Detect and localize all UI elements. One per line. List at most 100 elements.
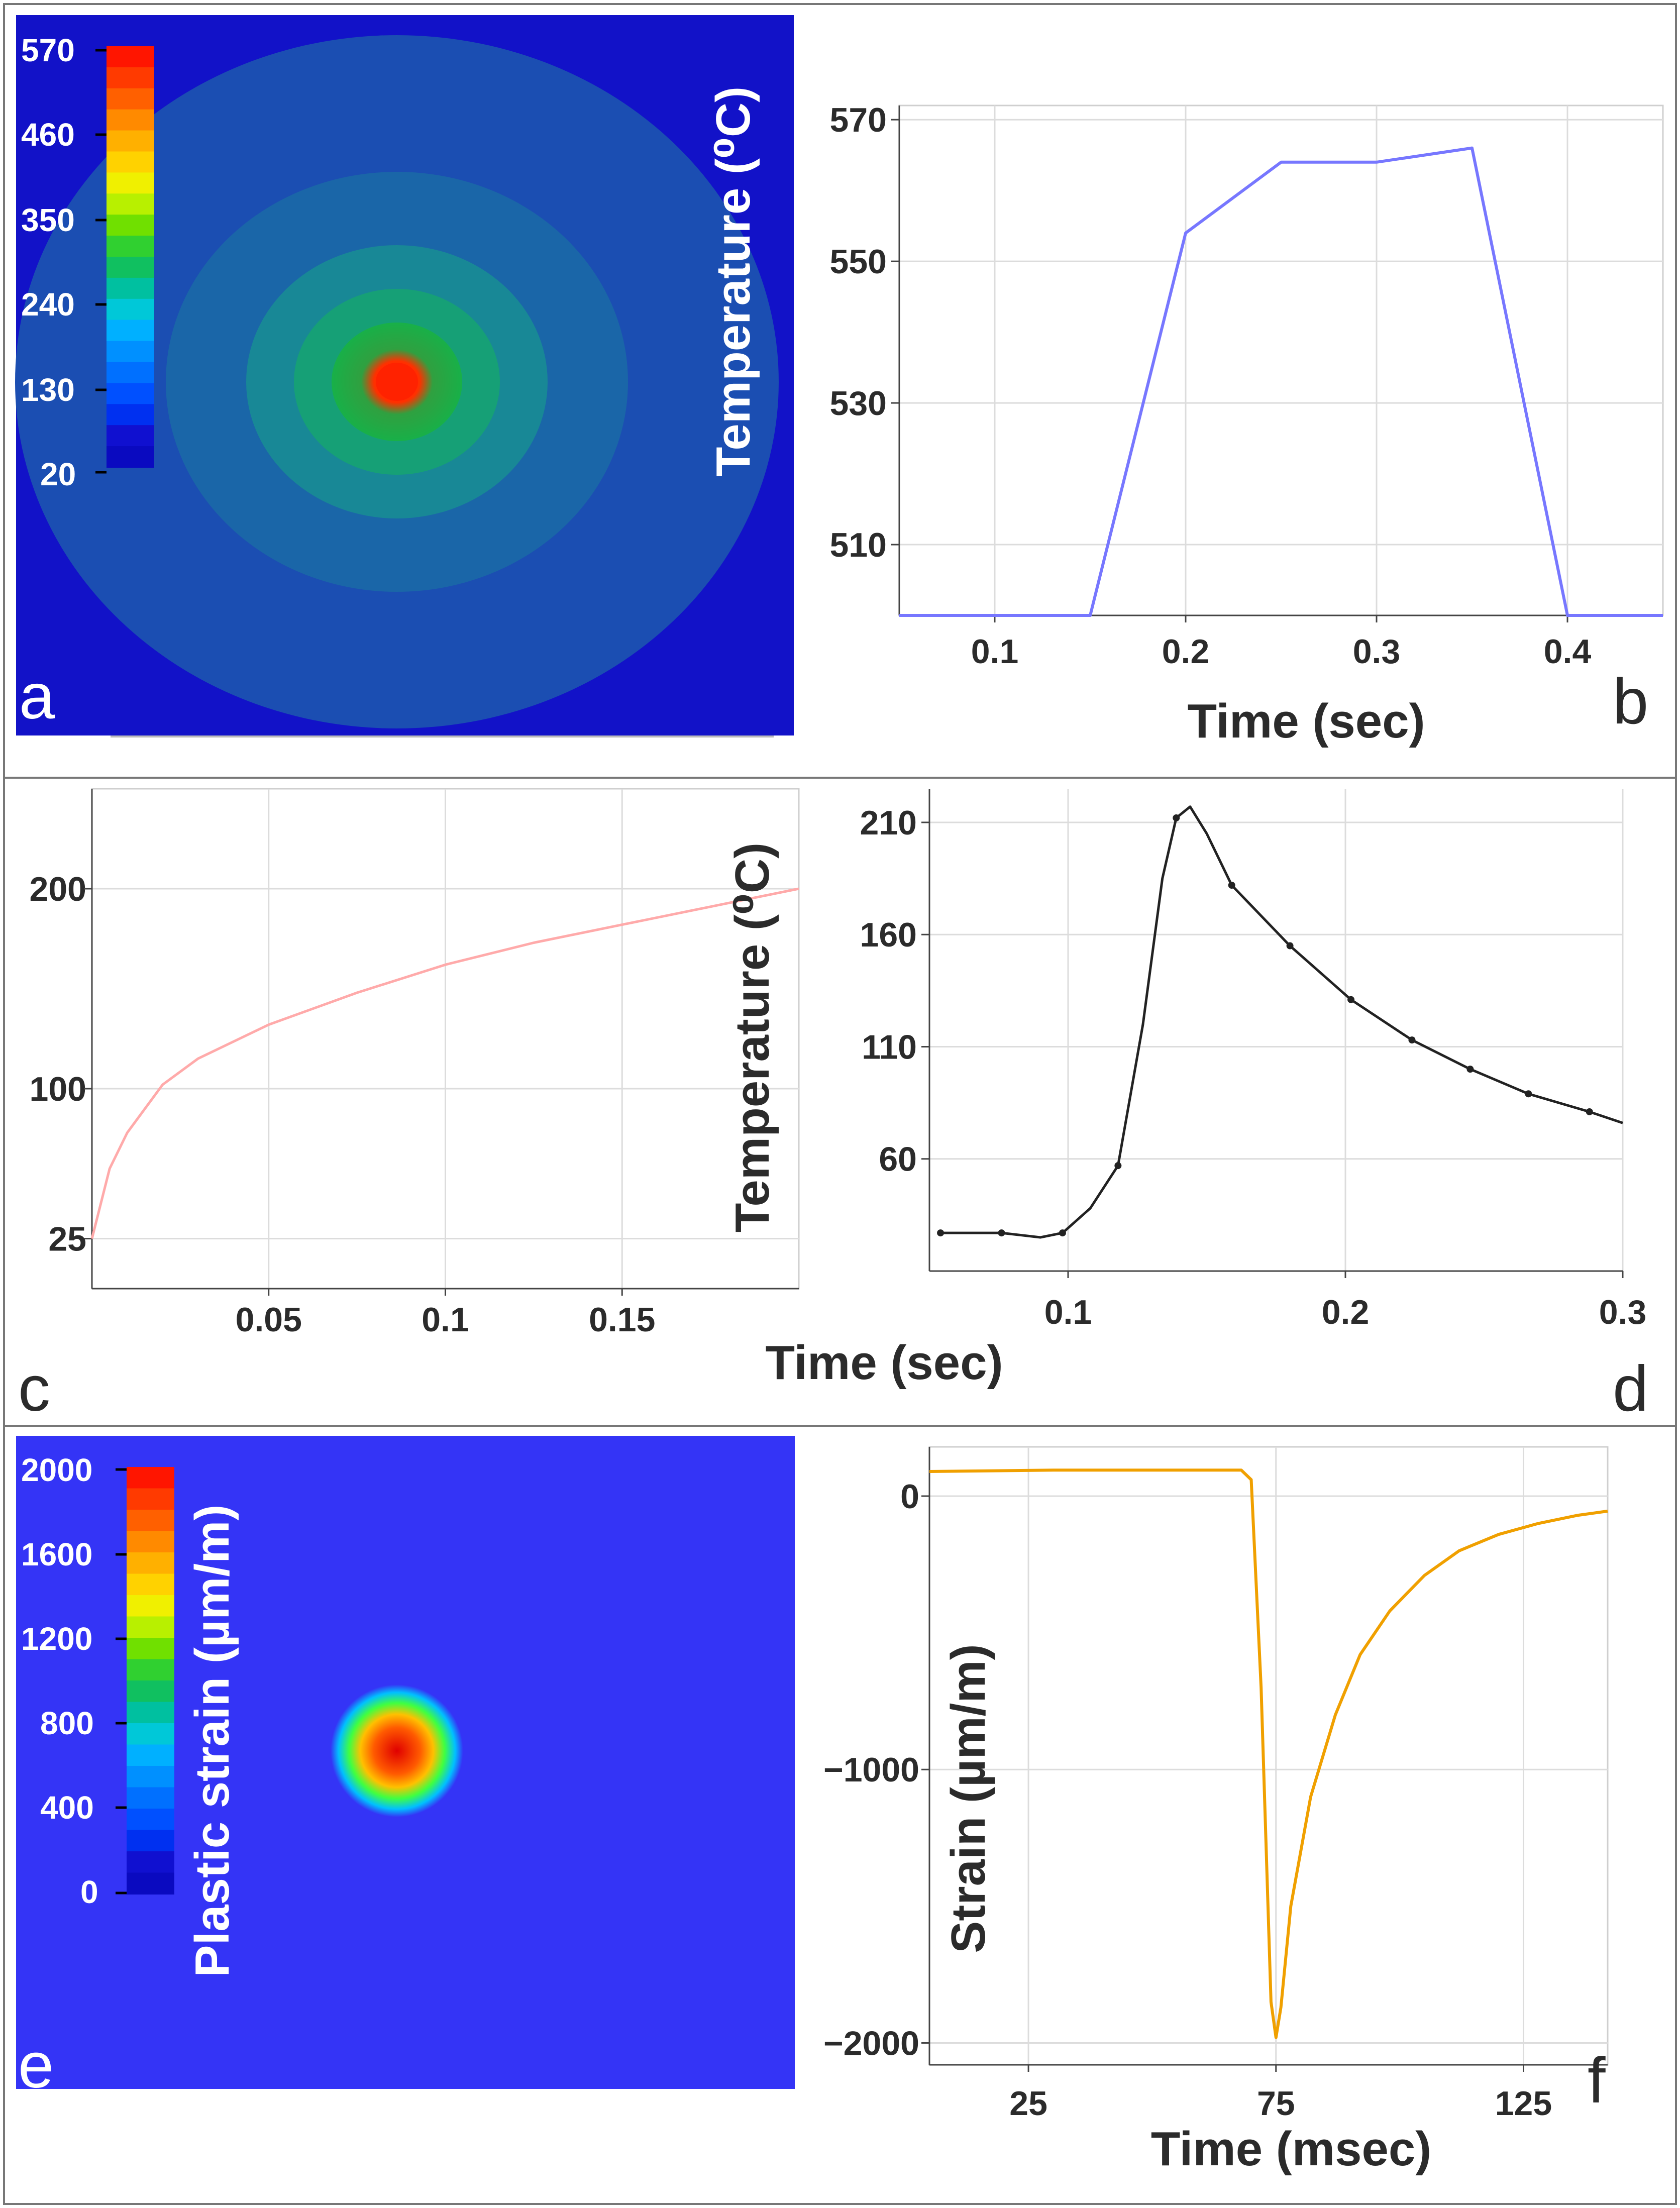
chart-b: 0.1 0.2 0.3 0.4 570 550 530 510 — [830, 101, 1664, 671]
y-tick-label: 530 — [830, 384, 887, 423]
colorbar-e-tick: 1200 — [21, 1621, 92, 1657]
panel-label-c: c — [18, 1353, 50, 1425]
data-point — [998, 1229, 1005, 1237]
colorbar-swatch — [107, 277, 154, 299]
colorbar-swatch — [107, 67, 154, 89]
plot-area — [929, 789, 1623, 1271]
x-tick-label: 0.1 — [422, 1301, 469, 1339]
colorbar-swatch — [107, 320, 154, 342]
colorbar-e-tick: 1600 — [21, 1536, 92, 1572]
plastic-strain-spot — [331, 1685, 463, 1817]
colorbar-swatch — [107, 257, 154, 278]
hot-spot-center — [376, 363, 418, 401]
colorbar-swatch — [127, 1851, 174, 1873]
colorbar-swatch — [127, 1659, 174, 1681]
x-tick-label: 0.1 — [1044, 1293, 1092, 1331]
colorbar-swatch — [127, 1531, 174, 1553]
x-tick-label: 0.4 — [1544, 633, 1592, 671]
colorbar-swatch — [107, 425, 154, 447]
data-point — [937, 1229, 944, 1237]
colorbar-a-tick: 240 — [21, 286, 75, 323]
y-tick-label: 110 — [862, 1028, 917, 1066]
y-tick-label: 510 — [830, 526, 887, 564]
chart-d-xlabel: Time (sec) — [765, 1336, 1003, 1390]
colorbar-swatch — [127, 1573, 174, 1596]
colorbar-swatch — [107, 341, 154, 363]
colorbar-swatch — [127, 1809, 174, 1831]
colorbar-swatch — [107, 362, 154, 384]
series-line-strain — [929, 1468, 1608, 2039]
colorbar-swatch — [127, 1638, 174, 1660]
data-point — [1286, 942, 1294, 950]
y-tick-label: 60 — [879, 1140, 917, 1179]
y-tick-label: 160 — [860, 916, 917, 954]
colorbar-swatch — [127, 1510, 174, 1532]
colorbar-e-tick: 0 — [80, 1874, 98, 1910]
colorbar-a-tick: 570 — [21, 32, 75, 68]
colorbar-swatch — [107, 109, 154, 131]
colorbar-swatch — [107, 404, 154, 426]
data-point — [1173, 814, 1180, 822]
colorbar-swatch — [107, 88, 154, 110]
colorbar-swatch — [127, 1488, 174, 1510]
data-point — [1525, 1090, 1532, 1098]
chart-b-xlabel: Time (sec) — [1187, 694, 1425, 748]
x-tick-label: 75 — [1257, 2084, 1295, 2123]
colorbar-swatch — [107, 193, 154, 216]
x-tick-label: 0.05 — [236, 1301, 302, 1339]
colorbar-swatch — [127, 1872, 174, 1895]
plot-area — [898, 104, 1664, 616]
x-tick-label: 125 — [1495, 2084, 1552, 2123]
x-tick-label: 0.3 — [1599, 1293, 1647, 1331]
colorbar-swatch — [107, 130, 154, 152]
y-tick-label: 200 — [30, 870, 86, 908]
y-tick-label: 25 — [48, 1220, 86, 1258]
colorbar-a-tick: 130 — [21, 372, 75, 408]
x-tick-label: 0.3 — [1353, 633, 1401, 671]
plot-area — [928, 1446, 1609, 2066]
colorbar-e-tick: 800 — [40, 1705, 94, 1741]
series-line-temperature — [90, 887, 799, 1239]
colorbar-swatch — [107, 151, 154, 173]
colorbar-swatch — [127, 1595, 174, 1617]
colorbar-swatch — [127, 1702, 174, 1724]
colorbar-a-tick: 460 — [21, 117, 75, 153]
strain-colorbar — [116, 1467, 174, 1895]
colorbar-swatch — [127, 1787, 174, 1809]
colorbar-swatch — [127, 1467, 174, 1489]
panel-e: 2000 1600 1200 800 400 0 Plastic strain … — [16, 1436, 795, 2101]
series-line-temperature — [899, 146, 1663, 617]
data-point — [1408, 1036, 1416, 1044]
panel-label-d: d — [1613, 1353, 1648, 1425]
colorbar-swatch — [127, 1552, 174, 1574]
colorbar-swatch — [107, 446, 154, 468]
x-tick-label: 0.2 — [1322, 1293, 1370, 1331]
x-tick-label: 0.1 — [971, 633, 1019, 671]
colorbar-e-tick: 400 — [40, 1790, 94, 1826]
chart-d: 0.1 0.2 0.3 210 160 110 60 — [860, 789, 1647, 1331]
y-tick-label: 570 — [830, 101, 887, 139]
data-point — [1347, 996, 1355, 1003]
colorbar-swatch — [127, 1766, 174, 1788]
colorbar-e-tick: 2000 — [21, 1452, 92, 1488]
y-tick-label: 0 — [900, 1478, 919, 1516]
colorbar-swatch — [107, 383, 154, 405]
data-point — [1059, 1229, 1066, 1237]
data-point — [1586, 1108, 1593, 1115]
colorbar-swatch — [107, 46, 154, 68]
colorbar-swatch — [107, 298, 154, 321]
colorbar-a-tick: 350 — [21, 202, 75, 238]
colorbar-swatch — [127, 1830, 174, 1852]
data-point — [1114, 1162, 1122, 1170]
panel-label-a: a — [19, 661, 55, 732]
colorbar-swatch — [127, 1616, 174, 1638]
panel-label-b: b — [1613, 666, 1648, 738]
colorbar-e-title: Plastic strain (µm/m) — [185, 1505, 239, 1977]
chart-d-ylabel: Temperature (⁰C) — [725, 843, 779, 1232]
chart-c: 0.05 0.1 0.15 200 100 25 — [30, 788, 800, 1339]
chart-f-ylabel: Strain (µm/m) — [941, 1644, 995, 1953]
data-point — [1466, 1066, 1474, 1073]
colorbar-swatch — [127, 1680, 174, 1703]
colorbar-swatch — [127, 1723, 174, 1745]
